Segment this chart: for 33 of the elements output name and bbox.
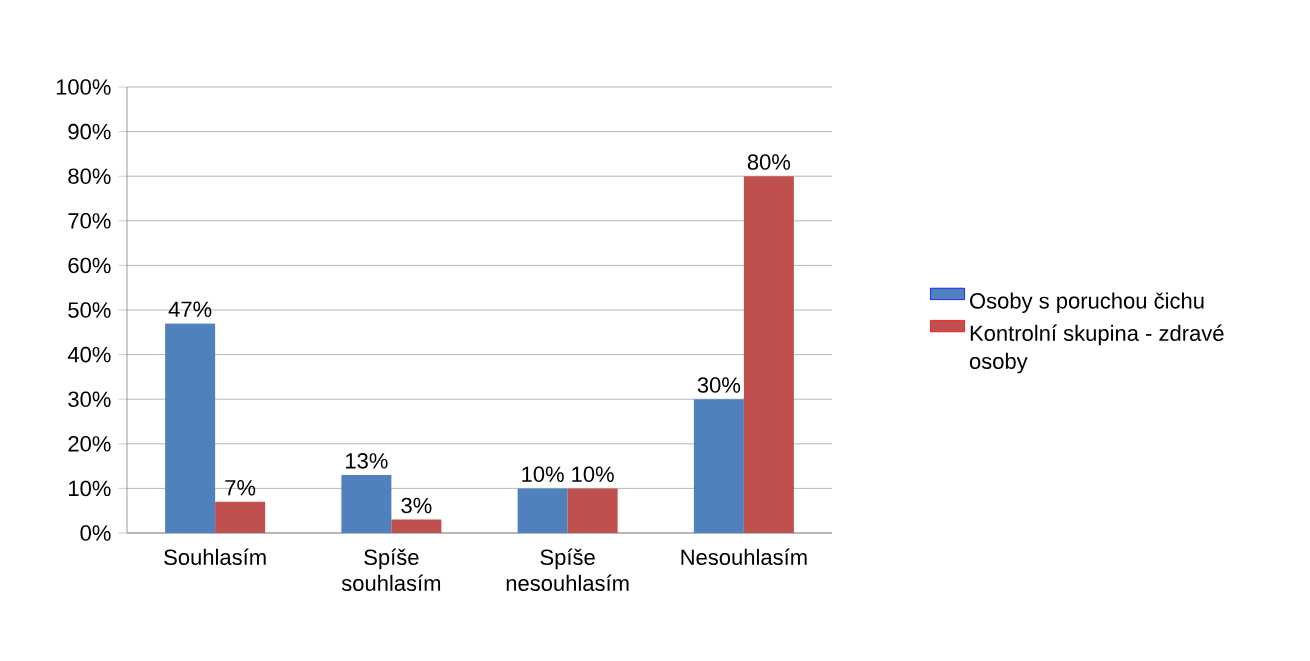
data-label: 30%: [697, 377, 741, 393]
y-tick-label: 50%: [68, 302, 111, 318]
bar: [567, 488, 618, 533]
y-tick-label: 30%: [68, 391, 111, 407]
bar: [165, 323, 216, 533]
data-label: 3%: [401, 497, 432, 514]
y-tick-label: 20%: [68, 436, 111, 452]
legend-label: Osoby s poruchou čichu: [970, 292, 1204, 313]
bar: [517, 488, 568, 533]
y-tick-label: 60%: [68, 257, 111, 274]
y-tick-label: 10%: [69, 480, 111, 497]
data-label: 13%: [346, 453, 388, 469]
bar: [391, 519, 442, 533]
x-tick-label: Spíše nesouhlasím: [506, 548, 629, 592]
data-label: 10%: [522, 466, 564, 483]
data-label: 10%: [572, 466, 614, 483]
legend-label: Kontrolní skupina - zdravé osoby: [969, 324, 1224, 374]
y-tick-label: 90%: [68, 123, 111, 140]
data-label: 80%: [747, 154, 791, 170]
bar: [693, 399, 744, 533]
x-tick-label: Spíše souhlasím: [341, 548, 441, 592]
data-label: 47%: [168, 301, 212, 317]
bar: [341, 475, 392, 533]
y-tick-label: 0%: [80, 525, 111, 541]
y-tick-label: 40%: [67, 346, 111, 363]
bar: [215, 501, 266, 533]
bar: [743, 176, 794, 533]
y-tick-label: 100%: [56, 79, 111, 95]
y-tick-label: 70%: [68, 213, 111, 229]
data-label: 7%: [225, 480, 256, 496]
y-tick-label: 80%: [68, 168, 111, 184]
x-tick-label: Souhlasím: [164, 548, 266, 566]
x-tick-label: Nesouhlasím: [681, 548, 807, 566]
